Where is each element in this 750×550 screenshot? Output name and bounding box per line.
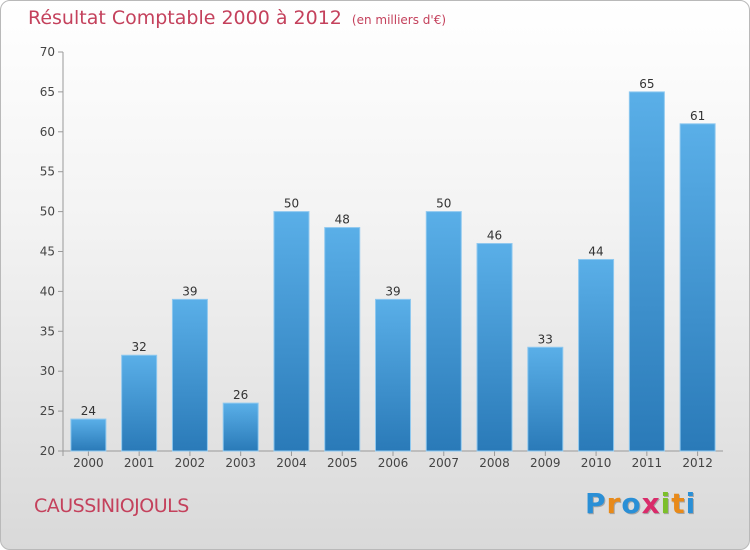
logo-letter: i <box>660 487 672 520</box>
data-label: 24 <box>81 404 96 418</box>
y-tick-label: 60 <box>40 125 55 139</box>
x-tick-label: 2000 <box>73 456 104 470</box>
data-label: 44 <box>588 244 603 258</box>
logo-letter: P <box>585 487 607 520</box>
bar <box>527 346 564 452</box>
x-tick-label: 2009 <box>530 456 561 470</box>
x-tick-label: 2010 <box>581 456 612 470</box>
y-tick-label: 65 <box>40 85 55 99</box>
bar <box>70 418 107 452</box>
x-tick-label: 2002 <box>175 456 206 470</box>
bar <box>628 91 665 452</box>
bar <box>222 402 259 452</box>
data-label: 39 <box>182 284 197 298</box>
y-tick-label: 30 <box>40 364 55 378</box>
x-tick-label: 2001 <box>124 456 155 470</box>
chart-title-text: Résultat Comptable 2000 à 2012 <box>28 7 342 29</box>
logo-letter: r <box>606 487 622 520</box>
chart-unit: (en milliers d'€) <box>351 13 447 27</box>
data-label: 48 <box>335 213 350 227</box>
chart-title: Résultat Comptable 2000 à 2012 (en millie… <box>28 7 446 29</box>
y-tick-label: 70 <box>40 45 55 59</box>
logo-letter: x <box>641 487 661 520</box>
data-label: 32 <box>132 340 147 354</box>
x-tick-label: 2007 <box>428 456 459 470</box>
y-tick-label: 40 <box>40 284 55 298</box>
bar <box>121 354 158 452</box>
data-label: 26 <box>233 388 248 402</box>
y-tick-label: 35 <box>40 324 55 338</box>
bar <box>324 227 361 452</box>
logo-letter: i <box>685 487 697 520</box>
bar <box>679 123 716 452</box>
commune-name: CAUSSINIOJOULS <box>34 495 189 517</box>
y-tick-label: 25 <box>40 404 55 418</box>
x-tick-label: 2006 <box>378 456 409 470</box>
bar <box>273 211 310 452</box>
bar <box>476 243 513 452</box>
data-label: 39 <box>385 284 400 298</box>
y-tick-label: 45 <box>40 245 55 259</box>
data-label: 61 <box>690 109 705 123</box>
x-tick-label: 2012 <box>682 456 713 470</box>
bar <box>425 211 462 452</box>
logo-letter: t <box>671 487 686 520</box>
data-label: 33 <box>538 332 553 346</box>
data-label: 46 <box>487 229 502 243</box>
bar <box>375 298 411 452</box>
bar <box>578 258 615 452</box>
x-tick-label: 2011 <box>632 456 663 470</box>
x-tick-label: 2004 <box>276 456 307 470</box>
y-tick-label: 50 <box>40 205 55 219</box>
chart-labels: 24 32 39 26 50 48 39 50 46 33 44 65 61 <box>81 77 706 418</box>
y-tick-label: 20 <box>40 444 55 458</box>
x-tick-label: 2005 <box>327 456 358 470</box>
data-label: 50 <box>284 197 299 211</box>
y-tick-label: 55 <box>40 165 55 179</box>
chart-bars <box>70 91 716 452</box>
x-tick-label: 2008 <box>479 456 510 470</box>
proxiti-logo: Proxiti <box>585 487 696 520</box>
data-label: 50 <box>436 197 451 211</box>
data-label: 65 <box>639 77 654 91</box>
x-tick-label: 2003 <box>225 456 256 470</box>
bar <box>171 298 208 452</box>
logo-letter: o <box>621 487 642 520</box>
